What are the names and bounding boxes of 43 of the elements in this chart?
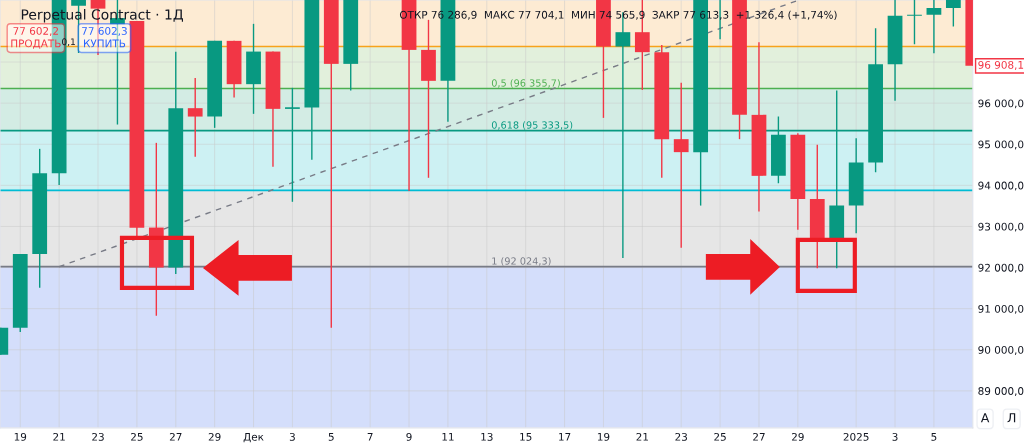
x-tick-label: 21 [53, 432, 65, 441]
candlestick [945, 0, 961, 28]
annotation: 96 908,1 [978, 60, 1024, 70]
x-tick-label: 17 [559, 433, 571, 441]
candlestick [907, 0, 922, 45]
y-tick-label: 93 000,0 [978, 222, 1024, 232]
x-tick-label: 5 [931, 433, 937, 441]
x-tick-label: 29 [208, 432, 221, 441]
x-tick-label: 29 [791, 432, 804, 441]
x-tick-label: 25 [131, 432, 143, 441]
y-tick-label: 90 000,0 [978, 345, 1024, 355]
x-tick-label: 3 [892, 432, 898, 441]
x-tick-label: 19 [597, 432, 610, 441]
ref-line-label: 0,618 (95 333,5) [491, 121, 573, 130]
x-tick-label: 21 [636, 432, 648, 441]
annotation: 77 602,3 КУПИТЬ [82, 27, 127, 48]
y-tick-label: 96 000,0 [978, 99, 1024, 109]
x-tick-label: 7 [367, 433, 373, 441]
text: Л [1007, 413, 1016, 423]
x-tick-label: 2025 [843, 432, 869, 441]
x-tick-label: 25 [714, 432, 726, 441]
x-tick-label: 5 [328, 433, 334, 441]
x-tick-label: 27 [753, 432, 765, 441]
x-tick-label: Дек [243, 433, 264, 443]
ref-line-label: 0,5 (96 355,7) [491, 79, 560, 88]
ref-line-label: 1 (92 024,3) [492, 257, 551, 266]
text: А [980, 413, 990, 423]
x-tick-label: 3 [289, 432, 295, 441]
x-tick-label: 11 [442, 433, 454, 441]
x-tick-label: 19 [14, 432, 27, 441]
y-tick-label: 89 000,0 [978, 387, 1024, 397]
x-tick-label: 13 [481, 432, 493, 441]
x-tick-label: 9 [406, 432, 412, 441]
x-tick-label: 23 [675, 432, 687, 441]
x-tick-label: 15 [520, 433, 532, 441]
y-tick-label: 94 000,0 [978, 181, 1024, 191]
y-tick-label: 95 000,0 [978, 140, 1024, 150]
x-tick-label: 27 [169, 432, 182, 441]
x-tick-label: 23 [92, 432, 104, 441]
y-tick-label: 91 000,0 [978, 304, 1024, 314]
candlestick [187, 77, 203, 158]
candlestick [926, 0, 942, 54]
y-tick-label: 92 000,0 [978, 263, 1024, 273]
